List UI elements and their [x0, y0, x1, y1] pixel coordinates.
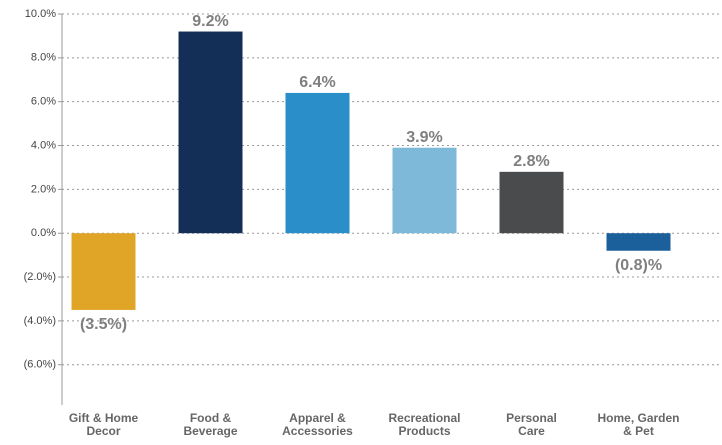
- y-tick-label: 10.0%: [25, 8, 56, 20]
- y-tick-label: 0.0%: [31, 227, 56, 239]
- value-label: (3.5%): [80, 316, 127, 333]
- x-tick-label: Recreational Products: [388, 411, 461, 438]
- bar: [178, 31, 243, 234]
- value-label: 9.2%: [192, 13, 228, 30]
- y-tick-label: (4.0%): [24, 315, 56, 327]
- bar: [392, 147, 457, 234]
- y-tick-label: 6.0%: [31, 96, 56, 108]
- x-tick-label: Apparel & Accessories: [282, 411, 353, 438]
- y-tick-label: 4.0%: [31, 139, 56, 151]
- y-tick-label: 8.0%: [31, 52, 56, 64]
- x-tick-label: Personal Care: [506, 411, 557, 438]
- value-label: (0.8)%: [615, 257, 662, 274]
- y-tick-label: (6.0%): [24, 359, 56, 371]
- x-tick-label: Gift & Home Decor: [68, 411, 139, 438]
- bar: [71, 233, 136, 310]
- value-label: 3.9%: [406, 129, 442, 146]
- x-tick-label: Food & Beverage: [183, 411, 238, 438]
- y-tick-label: 2.0%: [31, 183, 56, 195]
- bar: [285, 92, 350, 234]
- bar: [606, 233, 671, 251]
- bar: [499, 171, 564, 234]
- value-label: 2.8%: [513, 153, 549, 170]
- value-label: 6.4%: [299, 74, 335, 91]
- y-tick-label: (2.0%): [24, 271, 56, 283]
- x-tick-label: Home, Garden & Pet: [597, 411, 680, 438]
